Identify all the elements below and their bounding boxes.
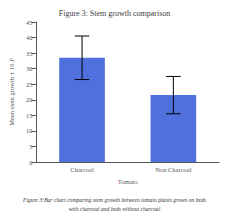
svg-text:5: 5 [29, 143, 32, 150]
svg-text:Figure 3:Bar chart comparing s: Figure 3:Bar chart comparing stem growth… [22, 197, 206, 203]
svg-text:Non Charcoal: Non Charcoal [155, 166, 191, 173]
svg-text:15: 15 [26, 112, 33, 119]
svg-text:Figure 3: Stem growth comparis: Figure 3: Stem growth comparison [59, 9, 171, 18]
svg-text:Charcoal: Charcoal [70, 166, 94, 173]
svg-text:45: 45 [26, 19, 33, 26]
svg-text:25: 25 [26, 81, 33, 88]
svg-text:Tomato: Tomato [118, 178, 138, 185]
svg-text:Mean stem growth ± 1S.F: Mean stem growth ± 1S.F [8, 58, 15, 126]
svg-text:10: 10 [26, 127, 33, 134]
svg-text:30: 30 [26, 65, 33, 72]
svg-text:with charcoal and beds without: with charcoal and beds without charcoal [69, 206, 161, 212]
svg-text:20: 20 [26, 96, 33, 103]
svg-text:40: 40 [26, 34, 33, 41]
svg-text:0: 0 [29, 159, 32, 166]
svg-text:35: 35 [26, 50, 33, 57]
